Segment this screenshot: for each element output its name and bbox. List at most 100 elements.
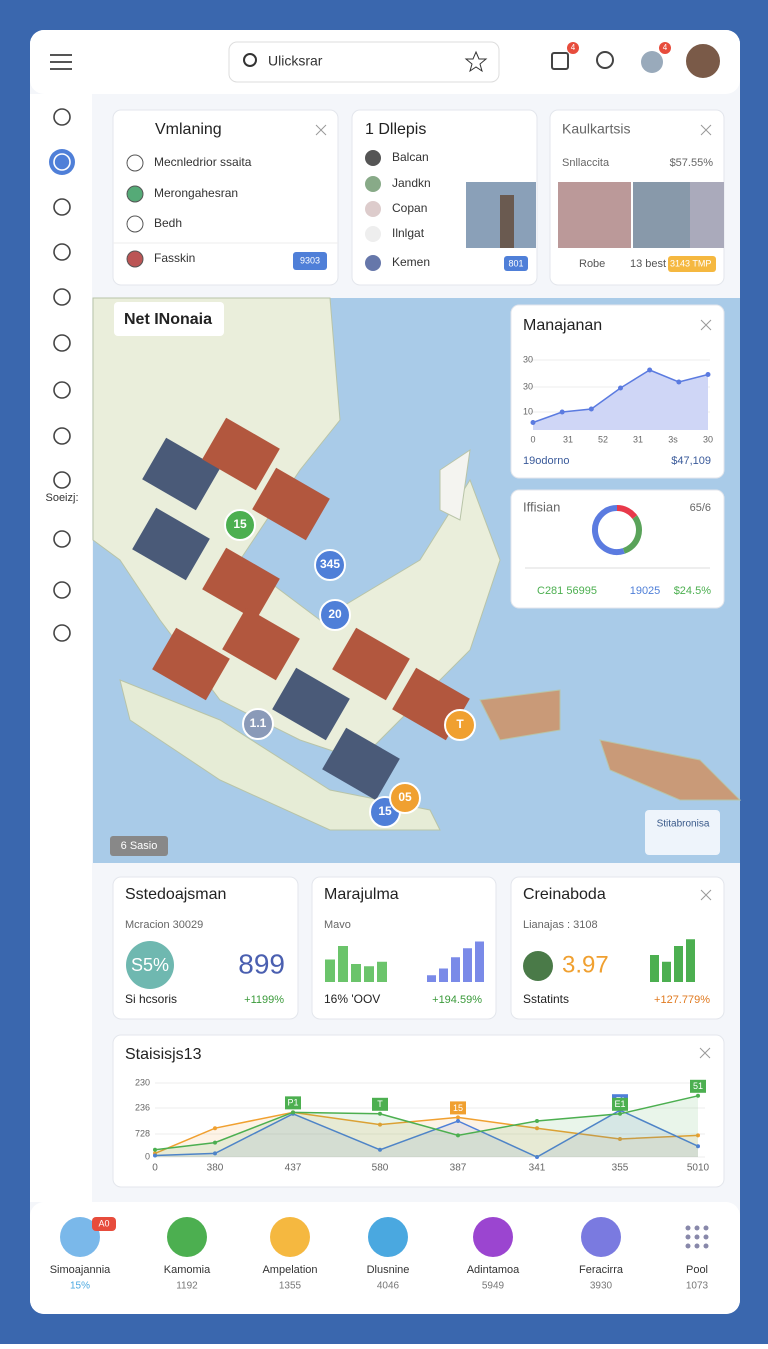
stat-change: +127.779% <box>654 994 710 1006</box>
card-title: Iffisian <box>523 499 560 514</box>
chat-icon[interactable] <box>596 51 614 69</box>
x-tick-label: 341 <box>529 1163 546 1174</box>
y-tick-label: 10 <box>523 406 533 416</box>
close-button[interactable] <box>699 1047 711 1059</box>
bar <box>427 975 436 982</box>
point-flag <box>612 1097 628 1111</box>
stat-value: 899 <box>238 948 285 979</box>
x-tick-label: 52 <box>598 434 608 444</box>
map-marker[interactable] <box>319 599 351 631</box>
nav-label[interactable]: Feracirra <box>579 1264 624 1276</box>
search-icon <box>243 53 257 67</box>
nav-label[interactable]: Dlusnine <box>367 1264 410 1276</box>
donut-segment <box>616 505 638 520</box>
nav-icon[interactable] <box>368 1217 408 1257</box>
x-tick-label: 580 <box>372 1163 389 1174</box>
point-flag <box>450 1101 466 1115</box>
sidebar-icon[interactable] <box>53 581 71 599</box>
subtitle: Snllaccita <box>562 157 610 169</box>
sidebar-icon[interactable] <box>53 243 71 261</box>
stat-badge <box>126 941 174 989</box>
sidebar-icon[interactable] <box>53 334 71 352</box>
nav-label[interactable]: Simoajannia <box>50 1264 111 1276</box>
list-item[interactable]: Merongahesran <box>154 186 238 200</box>
badge <box>504 256 528 271</box>
footer-value: 19025 <box>630 585 661 597</box>
nav-label[interactable]: Adintamoa <box>467 1264 520 1276</box>
nav-value: 4046 <box>377 1281 400 1292</box>
avatar[interactable] <box>684 42 722 80</box>
card <box>510 489 725 609</box>
star-button[interactable] <box>464 50 488 73</box>
map-marker[interactable] <box>314 549 346 581</box>
window-icon[interactable] <box>551 52 569 70</box>
footer-label: 19odorno <box>523 455 570 467</box>
nav-label[interactable]: Kamomia <box>164 1264 211 1276</box>
item-icon <box>126 215 144 233</box>
bar <box>686 939 695 982</box>
house <box>152 627 230 701</box>
house <box>322 727 400 801</box>
nav-icon[interactable] <box>167 1217 207 1257</box>
list-item[interactable]: Kemen <box>392 255 430 269</box>
list-item[interactable]: Copan <box>392 201 427 215</box>
stat-label: Si hcsoris <box>125 992 177 1006</box>
point-flag <box>372 1097 388 1111</box>
list-item[interactable]: Bedh <box>154 216 182 230</box>
nav-icon[interactable] <box>581 1217 621 1257</box>
nav-value: 3930 <box>590 1281 613 1292</box>
badge <box>659 42 671 54</box>
list-item[interactable]: Balcan <box>392 150 429 164</box>
house <box>222 607 300 681</box>
x-tick-label: 387 <box>450 1163 467 1174</box>
map-marker[interactable] <box>389 782 421 814</box>
close-button[interactable] <box>700 889 712 901</box>
search-box[interactable] <box>228 41 500 83</box>
list-item[interactable]: Ilnlgat <box>392 226 425 240</box>
menu-button[interactable] <box>50 54 72 70</box>
map-marker[interactable] <box>242 708 274 740</box>
sidebar-icon[interactable] <box>53 530 71 548</box>
sidebar-icon[interactable] <box>53 288 71 306</box>
scale-label: 6 Sasio <box>121 840 158 852</box>
badge-text: S5% <box>131 955 169 975</box>
x-tick-label: 31 <box>563 434 573 444</box>
map-marker[interactable] <box>444 709 476 741</box>
line-point <box>618 385 623 391</box>
nav-icon[interactable] <box>473 1217 513 1257</box>
close-button[interactable] <box>315 124 327 136</box>
house <box>142 437 220 511</box>
nav-dot <box>685 1234 691 1240</box>
sidebar-icon[interactable] <box>53 624 71 642</box>
line-point <box>530 420 536 425</box>
user-icon[interactable] <box>641 51 663 73</box>
sidebar-icon[interactable] <box>53 427 71 445</box>
nav-icon[interactable] <box>270 1217 310 1257</box>
list-item[interactable]: Mecnledrior ssaita <box>154 155 252 169</box>
close-button[interactable] <box>700 124 712 136</box>
house <box>202 417 280 491</box>
series-point <box>153 1153 157 1158</box>
map-marker[interactable] <box>224 509 256 541</box>
house <box>272 667 350 741</box>
sidebar-icon[interactable] <box>53 198 71 216</box>
footer-value: $47,109 <box>671 455 711 467</box>
sidebar-active <box>49 149 75 175</box>
stat-label: Sstatints <box>523 992 569 1006</box>
nav-label[interactable]: Pool <box>686 1264 708 1276</box>
sidebar-icon[interactable] <box>53 381 71 399</box>
nav-label[interactable]: Ampelation <box>262 1264 317 1276</box>
sidebar-icon[interactable] <box>53 153 71 171</box>
photo <box>690 182 724 248</box>
bar <box>662 961 671 982</box>
card <box>112 1034 725 1188</box>
sidebar-icon[interactable] <box>53 471 71 489</box>
sidebar-icon[interactable] <box>53 108 71 126</box>
nav-icon[interactable] <box>60 1217 100 1257</box>
close-button[interactable] <box>700 319 712 331</box>
stat-change: +1199% <box>244 994 284 1006</box>
list-item[interactable]: Fasskin <box>154 251 195 265</box>
series-line <box>154 1095 699 1151</box>
list-item[interactable]: Jandkn <box>392 176 431 190</box>
